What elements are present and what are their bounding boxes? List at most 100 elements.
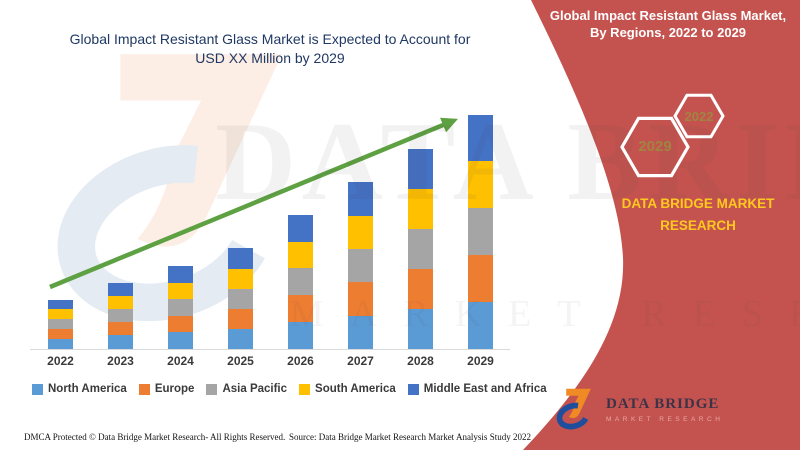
bar-segment <box>468 255 493 302</box>
legend-swatch <box>299 383 311 395</box>
legend-label: Middle East and Africa <box>423 383 547 395</box>
bar-stack-2028 <box>408 149 433 349</box>
x-axis-label: 2024 <box>167 354 194 368</box>
legend-item: South America <box>299 383 396 395</box>
x-axis-label: 2027 <box>347 354 374 368</box>
bar-segment <box>468 161 493 208</box>
bar-segment <box>168 316 193 332</box>
bar-segment <box>168 299 193 316</box>
side-panel-brand-line1: DATA BRIDGE MARKET <box>621 196 775 211</box>
bar-segment <box>48 319 73 329</box>
bar-segment <box>228 289 253 309</box>
bar-segment <box>348 316 373 349</box>
chart-title: Global Impact Resistant Glass Market is … <box>20 30 520 68</box>
bar-segment <box>288 322 313 349</box>
legend-swatch <box>138 383 150 395</box>
bar-segment <box>348 216 373 249</box>
bar-segment <box>48 309 73 319</box>
company-logo-title: DATA BRIDGE <box>606 395 720 412</box>
logo-blue-swoosh <box>556 402 590 430</box>
bar-stack-2025 <box>228 248 253 349</box>
legend-label: Asia Pacific <box>222 383 288 395</box>
bar-segment <box>408 189 433 229</box>
company-logo-mark <box>556 388 591 430</box>
bar-stack-2024 <box>168 266 193 349</box>
bar-segment <box>108 322 133 335</box>
legend-item: Europe <box>138 383 195 395</box>
legend: North America Europe Asia Pacific South Ame… <box>32 383 547 395</box>
bar-segment <box>348 249 373 282</box>
bar-segment <box>228 269 253 289</box>
bar-segment <box>168 266 193 283</box>
legend-item: Asia Pacific <box>206 383 287 395</box>
bar-segment <box>288 295 313 322</box>
bar-stack-2027 <box>348 182 373 349</box>
chart-title-line2: USD XX Million by 2029 <box>195 50 345 66</box>
bar-segment <box>468 208 493 255</box>
side-panel-title: Global Impact Resistant Glass Market, By… <box>542 7 794 41</box>
bar-segment <box>348 282 373 316</box>
hexagon-2029 <box>620 116 690 178</box>
legend-label: South America <box>315 383 396 395</box>
bar-segment <box>48 339 73 349</box>
legend-item: Middle East and Africa <box>407 383 547 395</box>
company-logo-subtitle: MARKET RESEARCH <box>606 415 724 423</box>
bar-segment <box>288 215 313 242</box>
legend-label: North America <box>48 383 127 395</box>
company-logo-text: DATA BRIDGE MARKET RESEARCH <box>606 396 723 423</box>
bar-segment <box>108 296 133 309</box>
x-axis-label: 2022 <box>47 354 74 368</box>
hexagon-2029-label: 2029 <box>638 138 672 155</box>
x-axis-label: 2028 <box>407 354 434 368</box>
bar-segment <box>108 283 133 296</box>
hexagon-2022 <box>673 93 725 139</box>
bar-segment <box>348 182 373 216</box>
bar-segment <box>168 283 193 299</box>
hexagon-2022-label: 2022 <box>684 109 714 124</box>
bar-segment <box>288 268 313 295</box>
bar-segment <box>468 302 493 349</box>
bar-segment <box>288 242 313 268</box>
side-panel-brand-line2: RESEARCH <box>660 218 736 233</box>
bar-segment <box>48 300 73 309</box>
side-panel-brand-name: DATA BRIDGE MARKET RESEARCH <box>602 193 794 237</box>
legend-swatch <box>407 383 419 395</box>
bar-segment <box>228 329 253 349</box>
x-axis-label: 2023 <box>107 354 134 368</box>
legend-item: North America <box>32 383 127 395</box>
side-panel-title-line1: Global Impact Resistant Glass Market, <box>549 8 787 23</box>
bar-segment <box>108 335 133 349</box>
bar-stack-2023 <box>108 283 133 349</box>
bar-segment <box>468 115 493 161</box>
legend-label: Europe <box>154 383 195 395</box>
footer-dmca-text: DMCA Protected © Data Bridge Market Rese… <box>24 432 286 442</box>
bar-segment <box>108 309 133 322</box>
bar-segment <box>168 332 193 349</box>
footer-source-text: Source: Data Bridge Market Research Mark… <box>289 432 531 442</box>
chart-title-line1: Global Impact Resistant Glass Market is … <box>69 31 471 47</box>
side-panel-title-line2: By Regions, 2022 to 2029 <box>589 25 747 40</box>
side-panel-red-area <box>523 0 800 450</box>
x-axis-label: 2025 <box>227 354 254 368</box>
bar-segment <box>228 309 253 329</box>
bar-stack-2022 <box>48 300 73 349</box>
bar-segment <box>228 248 253 269</box>
bar-stack-2029 <box>468 115 493 349</box>
bar-segment <box>408 309 433 349</box>
x-axis-label: 2026 <box>287 354 314 368</box>
x-axis-label: 2029 <box>467 354 494 368</box>
bar-segment <box>408 269 433 309</box>
logo-orange-shape <box>566 388 591 419</box>
legend-swatch <box>206 383 218 395</box>
hexagon-badges <box>620 93 725 178</box>
bar-stack-2026 <box>288 215 313 349</box>
bar-segment <box>48 329 73 339</box>
legend-swatch <box>32 383 43 395</box>
bar-chart: 2022 2023 2024 2025 2026 2027 2028 2029 <box>30 115 510 368</box>
bar-segment <box>408 229 433 269</box>
x-axis-line <box>30 348 510 350</box>
company-logo: DATA BRIDGE MARKET RESEARCH <box>552 387 723 431</box>
bar-segment <box>408 149 433 189</box>
